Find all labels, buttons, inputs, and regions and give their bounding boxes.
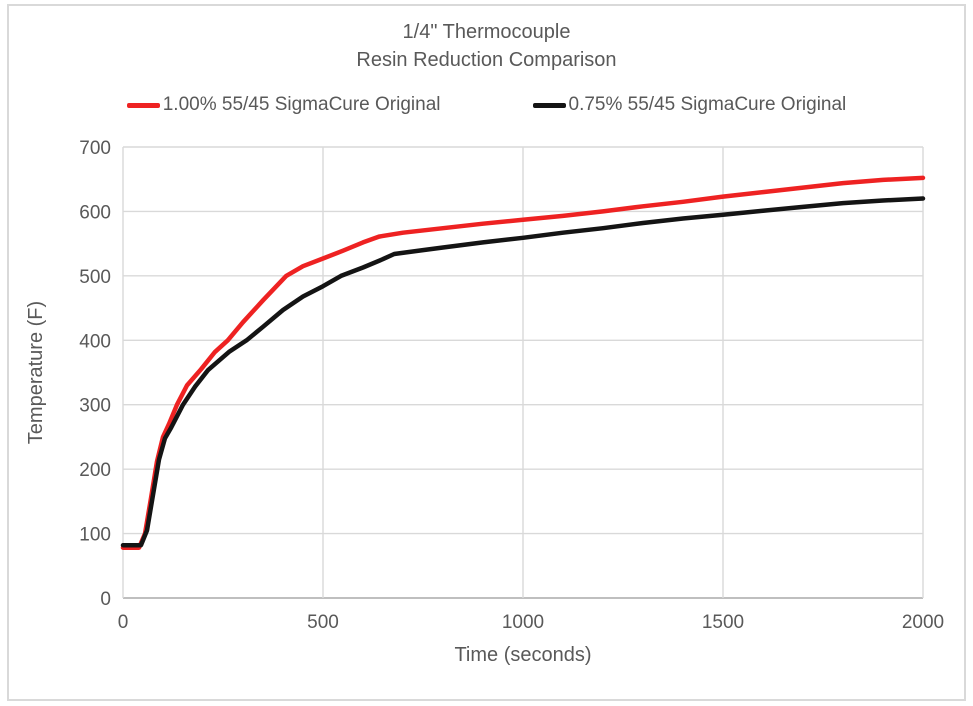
legend-item-red-series: 1.00% 55/45 SigmaCure Original xyxy=(126,94,441,116)
legend-label-red: 1.00% 55/45 SigmaCure Original xyxy=(162,94,441,115)
y-axis-title: Temperature (F) xyxy=(25,301,47,444)
chart-title: 1/4" Thermocouple Resin Reduction Compar… xyxy=(0,18,973,74)
x-tick-label: 2000 xyxy=(902,612,944,633)
y-tick-label: 700 xyxy=(79,138,111,159)
y-tick-label: 100 xyxy=(79,525,111,546)
x-tick-label: 1500 xyxy=(702,612,744,633)
chart-title-line2: Resin Reduction Comparison xyxy=(356,49,617,71)
x-tick-label: 0 xyxy=(118,612,129,633)
y-tick-label: 200 xyxy=(79,460,111,481)
legend-swatch-red xyxy=(126,102,160,108)
y-tick-label: 400 xyxy=(79,331,111,352)
legend-swatch-black xyxy=(532,102,566,108)
chart-title-line1: 1/4" Thermocouple xyxy=(402,21,571,43)
x-tick-label: 500 xyxy=(307,612,339,633)
legend-item-black-series: 0.75% 55/45 SigmaCure Original xyxy=(532,94,847,116)
y-tick-label: 600 xyxy=(79,202,111,223)
x-axis-title: Time (seconds) xyxy=(454,644,591,666)
x-tick-label: 1000 xyxy=(502,612,544,633)
y-tick-label: 0 xyxy=(100,589,111,610)
series-line-0.75pct xyxy=(120,196,926,548)
legend-label-black: 0.75% 55/45 SigmaCure Original xyxy=(568,94,847,115)
y-tick-label: 500 xyxy=(79,267,111,288)
series-line-1.00pct xyxy=(120,175,926,550)
chart-legend: 1.00% 55/45 SigmaCure Original 0.75% 55/… xyxy=(0,94,973,116)
y-tick-label: 300 xyxy=(79,396,111,417)
